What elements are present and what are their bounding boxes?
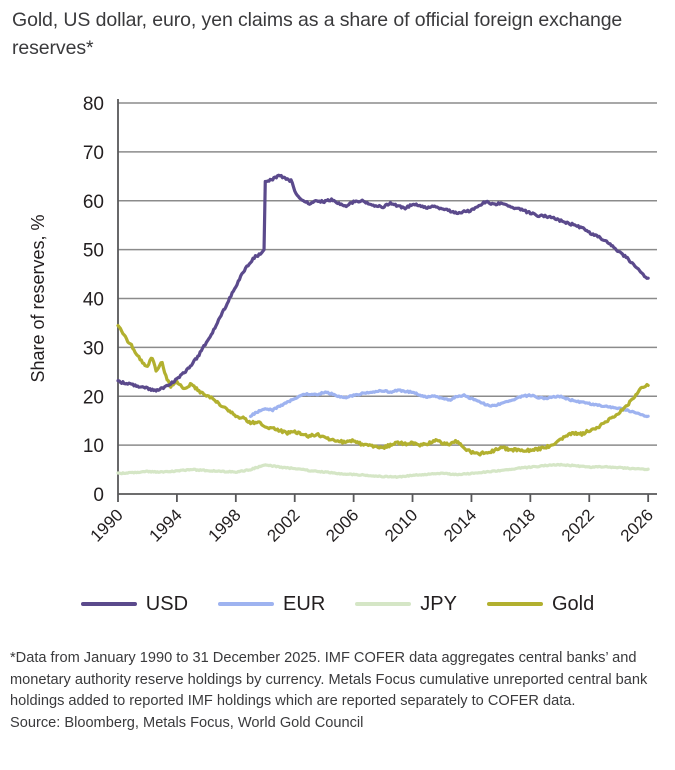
y-axis-tick-label: 30	[83, 338, 104, 359]
page-title: Gold, US dollar, euro, yen claims as a s…	[12, 9, 623, 59]
y-axis-tick-label: 50	[83, 241, 104, 262]
legend-swatch-jpy	[355, 602, 412, 606]
y-axis-tick-label: 0	[93, 485, 104, 506]
x-axis-tick-label: 2018	[499, 505, 539, 545]
x-axis-tick-label: 2002	[263, 505, 303, 545]
legend-item-gold[interactable]: Gold	[486, 592, 595, 616]
y-axis-tick-label: 70	[83, 143, 104, 164]
legend-swatch-usd	[80, 602, 137, 606]
x-axis-tick-label: 1998	[204, 505, 244, 545]
y-axis-label: Share of reserves, %	[28, 214, 48, 382]
x-axis-tick-label: 2010	[381, 505, 421, 545]
x-axis-tick-label: 2006	[322, 505, 362, 545]
line-chart: 0 10 20 30 40 50 60 70 80 1990 1994 1998 2002 2006 201…	[28, 94, 657, 546]
y-axis-tick-label: 80	[83, 94, 104, 115]
legend-label-usd: USD	[145, 592, 189, 615]
footnote-source: Source: Bloomberg, Metals Focus, World G…	[10, 714, 364, 731]
chart-footnote: *Data from January 1990 to 31 December 2…	[10, 648, 670, 734]
legend-item-eur[interactable]: EUR	[218, 593, 325, 616]
y-axis-tick-label: 60	[83, 192, 104, 213]
legend-swatch-gold	[486, 602, 543, 606]
chart-legend: USD EUR JPY Gold	[0, 586, 675, 622]
legend-label-gold: Gold	[551, 592, 595, 615]
series-line-gold	[116, 323, 650, 457]
x-axis-tick-label: 2026	[617, 505, 657, 545]
series-line-usd	[116, 173, 650, 393]
legend-swatch-eur	[218, 602, 275, 606]
x-axis-tick-label: 2022	[558, 505, 598, 545]
x-axis-tick-label: 2014	[440, 505, 480, 545]
series-line-jpy	[116, 462, 650, 479]
series-line-eur	[248, 388, 650, 419]
legend-label-eur: EUR	[283, 592, 326, 615]
y-axis-tick-label: 40	[83, 290, 104, 311]
legend-label-jpy: JPY	[420, 592, 457, 615]
y-axis-tick-label: 20	[83, 387, 104, 408]
x-axis-tick-label: 1990	[87, 505, 127, 545]
legend-item-usd[interactable]: USD	[80, 592, 189, 616]
x-axis-tick-label: 1994	[146, 505, 186, 545]
y-axis-tick-label: 10	[83, 436, 104, 457]
footnote-note: *Data from January 1990 to 31 December 2…	[10, 650, 648, 709]
legend-item-jpy[interactable]: JPY	[355, 593, 457, 616]
chart-plot-area: 0 10 20 30 40 50 60 70 80 1990 1994 1998 2002 2006 201…	[0, 86, 675, 566]
